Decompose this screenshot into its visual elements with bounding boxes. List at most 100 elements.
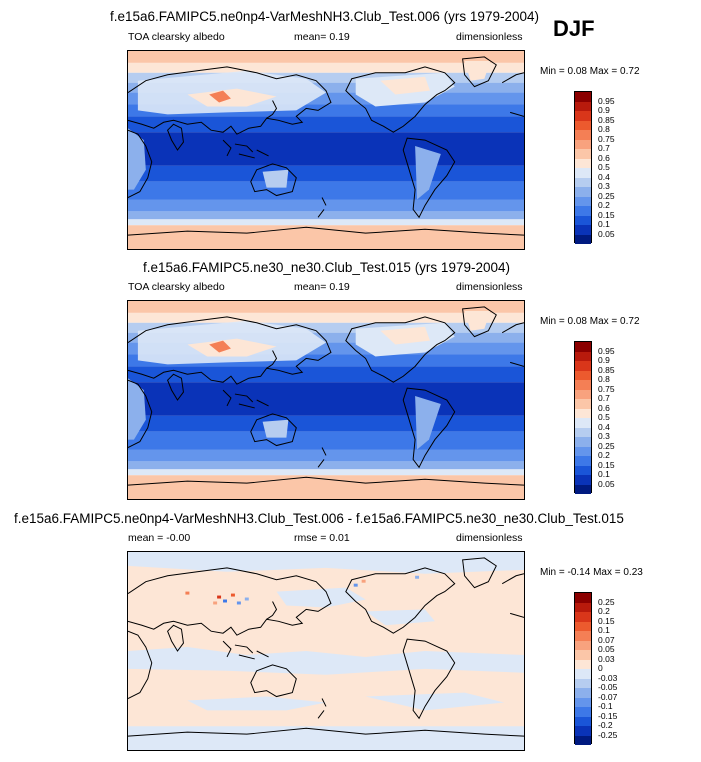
colorbar-tick-label: 0.5: [598, 162, 610, 172]
units-label: dimensionless: [456, 31, 523, 43]
colorbar-tick-label: 0.5: [598, 412, 610, 422]
colorbar-swatch: [575, 716, 591, 726]
colorbar-tick-label: 0.25: [598, 596, 615, 607]
colorbar-swatch: [575, 177, 591, 187]
colorbar-tick-label: 0.85: [598, 364, 615, 375]
colorbar-tick-label: 0.8: [598, 124, 610, 134]
min-max-label: Min = -0.14 Max = 0.23: [540, 567, 643, 578]
colorbar-swatch: [575, 399, 591, 409]
colorbar-swatch: [575, 111, 591, 121]
colorbar-tick-label: 0.7: [598, 143, 610, 153]
colorbar-tick-label: 0.9: [598, 105, 610, 115]
colorbar-swatch: [575, 342, 591, 352]
colorbar-tick-label: 0.05: [598, 478, 615, 489]
colorbar-swatch: [575, 735, 591, 745]
colorbar-tick-label: -0.2: [598, 720, 613, 730]
colorbar-swatch: [575, 631, 591, 641]
albedo-map: [127, 300, 525, 500]
colorbar-swatch: [575, 389, 591, 399]
variable-label: TOA clearsky albedo: [128, 281, 225, 293]
colorbar-tick-label: -0.15: [598, 710, 618, 721]
panel-title: f.e15a6.FAMIPC5.ne30_ne30.Club_Test.015 …: [143, 260, 510, 275]
panel-title: f.e15a6.FAMIPC5.ne0np4-VarMeshNH3.Club_T…: [110, 9, 539, 24]
colorbar-tick-label: 0.2: [598, 606, 610, 616]
colorbar-tick-label: 0.2: [598, 450, 610, 460]
colorbar-tick-label: 0.25: [598, 190, 615, 201]
colorbar-tick-label: 0.25: [598, 440, 615, 451]
units-label: dimensionless: [456, 532, 523, 544]
colorbar-tick-label: 0.1: [598, 625, 610, 635]
colorbar-tick-label: 0.9: [598, 355, 610, 365]
colorbar-tick-label: 0.75: [598, 133, 615, 144]
colorbar-swatch: [575, 726, 591, 736]
colorbar-swatch: [575, 650, 591, 660]
colorbar-swatch: [575, 206, 591, 216]
colorbar-tick-label: 0.05: [598, 644, 615, 654]
colorbar: [574, 341, 592, 494]
mean-label: mean = -0.00: [128, 532, 191, 544]
colorbar-swatch: [575, 418, 591, 428]
panel-title: f.e15a6.FAMIPC5.ne0np4-VarMeshNH3.Club_T…: [14, 511, 624, 526]
colorbar-tick-label: 0.4: [598, 171, 610, 182]
colorbar: [574, 91, 592, 244]
colorbar-swatch: [575, 669, 591, 679]
colorbar-tick-label: -0.25: [598, 729, 618, 740]
mean-label: mean= 0.19: [294, 281, 350, 293]
min-max-label: Min = 0.08 Max = 0.72: [540, 66, 640, 77]
colorbar-swatch: [575, 437, 591, 447]
colorbar-swatch: [575, 139, 591, 149]
colorbar-swatch: [575, 351, 591, 361]
colorbar-swatch: [575, 225, 591, 235]
colorbar-tick-label: 0.1: [598, 219, 610, 229]
colorbar-swatch: [575, 446, 591, 456]
colorbar-swatch: [575, 149, 591, 159]
colorbar-swatch: [575, 196, 591, 206]
colorbar-swatch: [575, 408, 591, 418]
colorbar-swatch: [575, 370, 591, 380]
colorbar-tick-label: 0: [598, 663, 603, 673]
min-max-label: Min = 0.08 Max = 0.72: [540, 316, 640, 327]
colorbar-tick-label: -0.07: [598, 691, 618, 702]
colorbar-swatch: [575, 602, 591, 612]
variable-label: TOA clearsky albedo: [128, 31, 225, 43]
colorbar-swatch: [575, 92, 591, 102]
colorbar-swatch: [575, 168, 591, 178]
colorbar-tick-label: 0.15: [598, 459, 615, 470]
colorbar-tick-label: 0.6: [598, 402, 610, 413]
colorbar-tick-label: 0.8: [598, 374, 610, 384]
colorbar-tick-label: 0.1: [598, 469, 610, 479]
colorbar-swatch: [575, 612, 591, 622]
rmse-label: rmse = 0.01: [294, 532, 350, 544]
colorbar-swatch: [575, 593, 591, 603]
colorbar: [574, 592, 592, 745]
colorbar-swatch: [575, 101, 591, 111]
colorbar-swatch: [575, 621, 591, 631]
colorbar-swatch: [575, 456, 591, 466]
albedo-map: [127, 50, 525, 250]
colorbar-tick-label: -0.03: [598, 672, 618, 683]
colorbar-tick-label: 0.6: [598, 152, 610, 163]
colorbar-swatch: [575, 158, 591, 168]
colorbar-tick-label: 0.03: [598, 653, 615, 664]
colorbar-swatch: [575, 697, 591, 707]
colorbar-tick-label: 0.05: [598, 228, 615, 239]
colorbar-swatch: [575, 707, 591, 717]
units-label: dimensionless: [456, 281, 523, 293]
colorbar-tick-label: -0.1: [598, 701, 613, 711]
colorbar-swatch: [575, 484, 591, 494]
colorbar-swatch: [575, 361, 591, 371]
difference-map: [127, 551, 525, 751]
colorbar-tick-label: 0.4: [598, 421, 610, 432]
colorbar-tick-label: 0.2: [598, 200, 610, 210]
season-label: DJF: [553, 16, 595, 41]
colorbar-swatch: [575, 130, 591, 140]
colorbar-swatch: [575, 475, 591, 485]
colorbar-tick-label: 0.07: [598, 634, 615, 645]
colorbar-tick-label: 0.85: [598, 114, 615, 125]
colorbar-tick-label: 0.7: [598, 393, 610, 403]
colorbar-swatch: [575, 678, 591, 688]
colorbar-swatch: [575, 688, 591, 698]
colorbar-swatch: [575, 465, 591, 475]
colorbar-swatch: [575, 427, 591, 437]
colorbar-tick-label: 0.15: [598, 615, 615, 626]
